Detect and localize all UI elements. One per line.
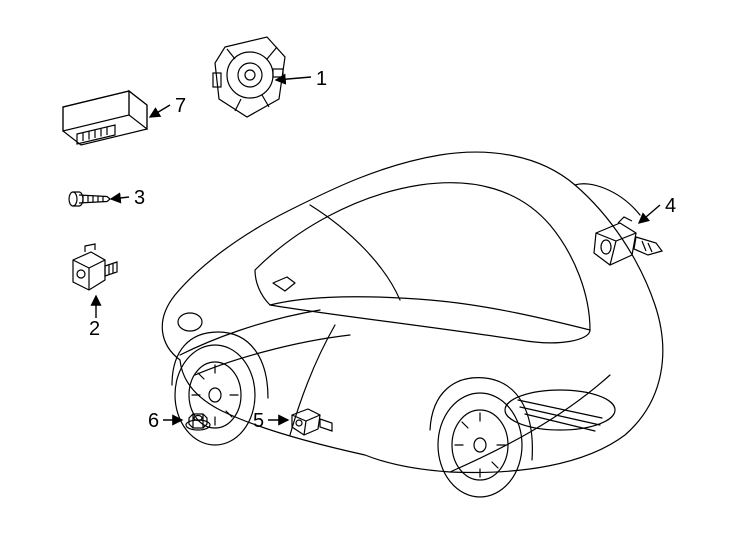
callout-label-7: 7 [175,95,186,118]
callout-7 [0,0,734,540]
parts-diagram-canvas: 1 2 3 4 5 6 7 [0,0,734,540]
